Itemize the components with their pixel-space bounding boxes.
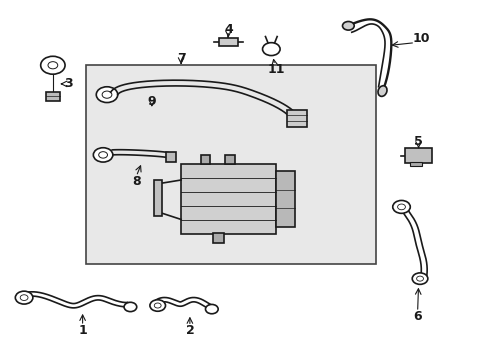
Text: 11: 11 — [267, 63, 285, 76]
Bar — [219, 38, 237, 45]
Ellipse shape — [377, 86, 386, 96]
Text: 1: 1 — [78, 324, 87, 337]
Circle shape — [96, 87, 118, 103]
Circle shape — [124, 302, 137, 312]
Text: 6: 6 — [412, 310, 421, 324]
Circle shape — [262, 42, 280, 55]
Circle shape — [392, 201, 409, 213]
Bar — [276, 171, 294, 226]
Text: 2: 2 — [185, 324, 194, 337]
Circle shape — [205, 305, 218, 314]
Circle shape — [41, 56, 65, 74]
Circle shape — [93, 148, 113, 162]
Text: 8: 8 — [132, 175, 140, 188]
Bar — [409, 162, 422, 166]
Bar — [224, 155, 234, 164]
Text: 5: 5 — [413, 135, 422, 148]
Circle shape — [15, 291, 33, 304]
Text: 10: 10 — [411, 32, 429, 45]
Text: 4: 4 — [224, 23, 232, 36]
Bar — [287, 110, 306, 127]
Bar — [405, 148, 431, 163]
Bar — [181, 164, 276, 234]
Text: 7: 7 — [176, 51, 185, 64]
Circle shape — [150, 300, 165, 311]
Bar — [86, 65, 375, 264]
Circle shape — [342, 22, 353, 30]
Bar — [212, 233, 223, 243]
Bar — [165, 152, 176, 162]
Text: 9: 9 — [147, 95, 156, 108]
Bar — [154, 180, 161, 216]
Bar — [45, 92, 60, 101]
Circle shape — [411, 273, 427, 284]
Bar — [200, 155, 210, 164]
Text: 3: 3 — [64, 77, 73, 90]
